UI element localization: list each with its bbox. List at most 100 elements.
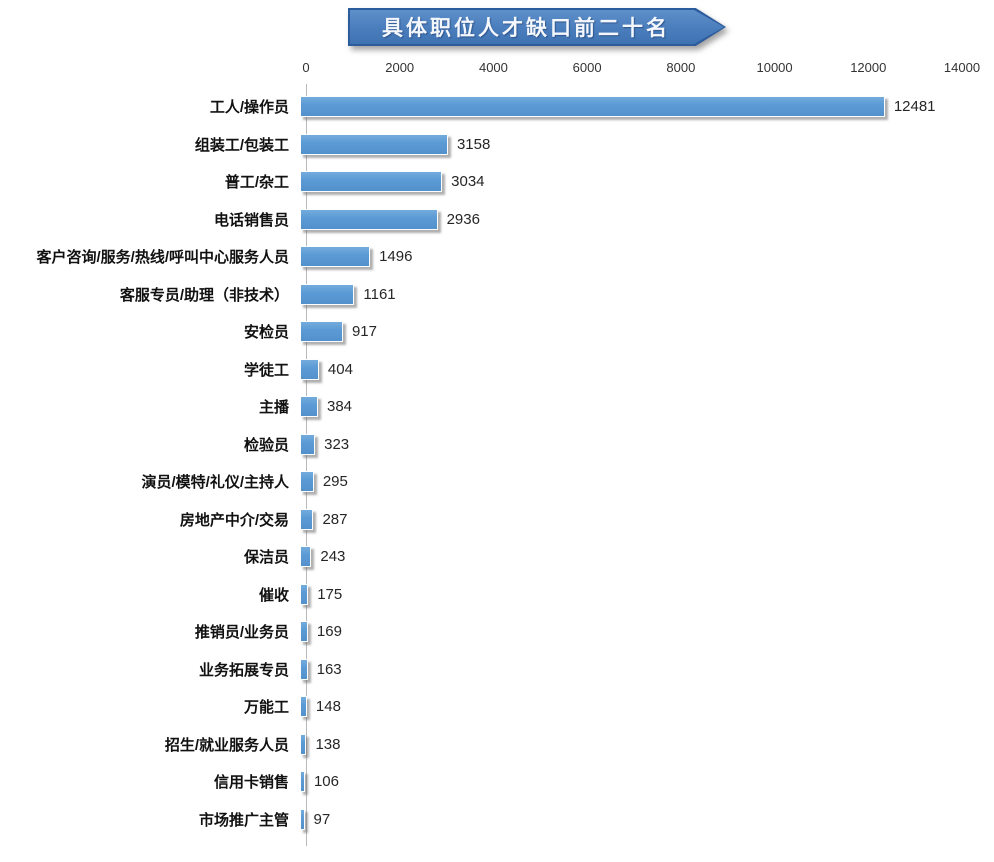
x-axis-tick: 0 (302, 60, 310, 75)
category-label: 检验员 (243, 436, 289, 454)
value-label: 12481 (893, 98, 936, 116)
bar (300, 396, 318, 418)
bar-area: 243 (298, 546, 994, 568)
bar-area: 175 (298, 583, 994, 605)
bar (300, 96, 885, 118)
value-label: 1161 (363, 285, 396, 303)
value-label: 169 (316, 623, 342, 641)
x-axis: 0 2000 4000 6000 8000 10000 12000 14000 (302, 60, 980, 78)
value-label: 106 (313, 773, 339, 791)
chart-row: 演员/模特/礼仪/主持人 295 (0, 463, 994, 501)
chart-row: 主播 384 (0, 388, 994, 426)
category-label: 招生/就业服务人员 (164, 736, 289, 754)
category-label: 工人/操作员 (209, 99, 289, 117)
category-label: 客服专员/助理（非技术） (119, 286, 289, 304)
x-axis-tick: 12000 (850, 60, 887, 75)
category-label: 主播 (258, 399, 289, 417)
chart-title: 具体职位人才缺口前二十名 (382, 17, 670, 40)
x-axis-tick: 2000 (385, 60, 415, 75)
bar-area: 384 (298, 396, 994, 418)
bar-area: 295 (298, 471, 994, 493)
title-banner-border: 具体职位人才缺口前二十名 (348, 8, 726, 46)
category-label: 电话销售员 (213, 211, 289, 229)
bar-area: 106 (298, 771, 994, 793)
category-label: 组装工/包装工 (194, 136, 289, 154)
bar-area: 148 (298, 696, 994, 718)
x-axis-tick: 8000 (666, 60, 696, 75)
chart-row: 招生/就业服务人员 138 (0, 726, 994, 764)
bar-area: 12481 (298, 96, 994, 118)
chart-row: 组装工/包装工 3158 (0, 126, 994, 164)
bar (300, 733, 307, 755)
chart-row: 房地产中介/交易 287 (0, 501, 994, 539)
value-label: 295 (322, 473, 348, 491)
title-banner: 具体职位人才缺口前二十名 (348, 8, 726, 46)
bar-area: 1496 (298, 246, 994, 268)
bar-area: 323 (298, 433, 994, 455)
value-label: 2936 (446, 210, 480, 228)
bar-area: 1161 (298, 283, 994, 305)
category-label: 房地产中介/交易 (179, 511, 289, 529)
category-label: 学徒工 (243, 361, 289, 379)
chart-row: 信用卡销售 106 (0, 763, 994, 801)
bar (300, 583, 309, 605)
chart-row: 安检员 917 (0, 313, 994, 351)
chart-row: 客服专员/助理（非技术） 1161 (0, 276, 994, 314)
chart-row: 保洁员 243 (0, 538, 994, 576)
value-label: 917 (351, 323, 377, 341)
value-label: 175 (317, 585, 343, 603)
value-label: 138 (315, 735, 341, 753)
category-label: 普工/杂工 (224, 174, 289, 192)
value-label: 1496 (379, 248, 413, 266)
bar-area: 3034 (298, 171, 994, 193)
bar-area: 163 (298, 658, 994, 680)
category-label: 演员/模特/礼仪/主持人 (141, 474, 289, 492)
category-label: 客户咨询/服务/热线/呼叫中心服务人员 (36, 249, 289, 267)
chart-row: 催收 175 (0, 576, 994, 614)
chart-row: 推销员/业务员 169 (0, 613, 994, 651)
value-label: 287 (322, 510, 348, 528)
bar (300, 621, 308, 643)
bar (300, 808, 305, 830)
bar (300, 171, 443, 193)
chart-row: 电话销售员 2936 (0, 201, 994, 239)
x-axis-tick: 4000 (478, 60, 508, 75)
bar-area: 3158 (298, 133, 994, 155)
value-label: 148 (315, 698, 341, 716)
category-label: 安检员 (243, 324, 289, 342)
bar (300, 433, 316, 455)
chart-row: 客户咨询/服务/热线/呼叫中心服务人员 1496 (0, 238, 994, 276)
category-label: 保洁员 (243, 549, 289, 567)
bar-rows: 工人/操作员 12481 组装工/包装工 3158 普工/杂工 3034 电话销售员 2936… (0, 88, 994, 838)
bar-area: 138 (298, 733, 994, 755)
bar-area: 917 (298, 321, 994, 343)
chart-row: 业务拓展专员 163 (0, 651, 994, 689)
category-label: 信用卡销售 (213, 774, 289, 792)
category-label: 推销员/业务员 (194, 624, 289, 642)
category-label: 万能工 (243, 699, 289, 717)
x-axis-tick: 14000 (943, 60, 981, 75)
bar (300, 471, 314, 493)
category-label: 业务拓展专员 (198, 661, 289, 679)
value-label: 323 (324, 435, 350, 453)
bar (300, 208, 438, 230)
chart-row: 万能工 148 (0, 688, 994, 726)
bar (300, 133, 448, 155)
bar-area: 169 (298, 621, 994, 643)
bar (300, 658, 308, 680)
x-axis-tick: 10000 (756, 60, 793, 75)
value-label: 163 (316, 660, 342, 678)
category-label: 市场推广主管 (198, 811, 289, 829)
bar-area: 97 (298, 808, 994, 830)
value-label: 97 (313, 810, 331, 828)
value-label: 3034 (451, 173, 485, 191)
value-label: 404 (327, 360, 353, 378)
x-axis-tick: 6000 (572, 60, 602, 75)
bar (300, 696, 307, 718)
bar-area: 2936 (298, 208, 994, 230)
chart-row: 工人/操作员 12481 (0, 88, 994, 126)
bar (300, 321, 343, 343)
bar (300, 546, 312, 568)
value-label: 3158 (456, 135, 491, 153)
bar (300, 771, 305, 793)
